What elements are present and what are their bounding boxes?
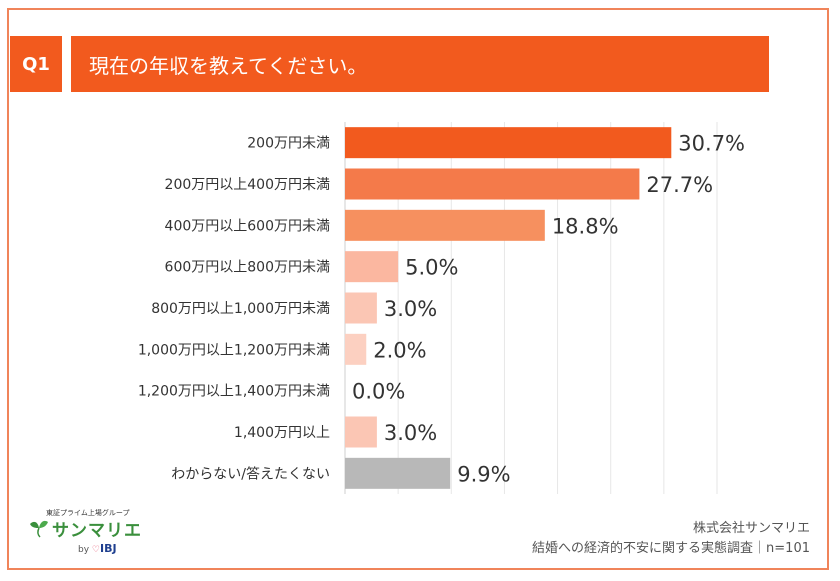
question-badge: Q1 [10, 36, 62, 92]
value-label: 18.8% [552, 214, 619, 238]
category-label: わからない/答えたくない [171, 465, 330, 482]
value-label: 5.0% [405, 256, 458, 280]
bar [345, 209, 545, 241]
credit-company: 株式会社サンマリエ [692, 521, 810, 536]
category-label: 400万円以上600万円未満 [165, 218, 330, 234]
category-label: 1,000万円以上1,200万円未満 [138, 342, 330, 358]
bar [345, 127, 672, 159]
chart-bars [345, 127, 672, 489]
value-label: 2.0% [373, 338, 426, 362]
leaf-icon [30, 520, 48, 538]
value-label: 27.7% [646, 173, 713, 197]
value-label: 3.0% [384, 297, 437, 321]
category-labels: 200万円未満 200万円以上400万円未満 400万円以上600万円未満 600万円… [138, 136, 330, 483]
logo-by: by ♡IBJ [78, 542, 117, 555]
category-label: 600万円以上800万円未満 [165, 260, 330, 276]
logo-name: サンマリエ [52, 521, 142, 541]
value-label: 30.7% [678, 132, 745, 156]
credit-block: 株式会社サンマリエ 結婚への経済的不安に関する実態調査｜n=101 [532, 519, 810, 559]
category-label: 800万円以上1,000万円未満 [151, 301, 330, 317]
logo-by-text: by [78, 545, 90, 555]
bar [345, 251, 399, 283]
credit-survey: 結婚への経済的不安に関する実態調査｜n=101 [532, 541, 810, 556]
category-label: 1,200万円以上1,400万円未満 [138, 384, 330, 400]
bar [345, 457, 451, 489]
question-title: 現在の年収を教えてください。 [71, 36, 769, 92]
value-label: 9.9% [457, 462, 510, 486]
logo-parent: IBJ [100, 542, 117, 555]
value-labels: 30.7% 27.7% 18.8% 5.0% 3.0% 2.0% 0.0% 3.0% 9.9% [352, 132, 745, 487]
category-label: 200万円未満 [247, 136, 330, 152]
logo-tagline: 東証プライム上場グループ [46, 509, 130, 517]
bar [345, 292, 377, 324]
heart-icon: ♡ [91, 545, 100, 555]
sunmarie-logo: 東証プライム上場グループ サンマリエ by ♡IBJ [28, 508, 148, 560]
category-label: 200万円以上400万円未満 [165, 177, 330, 193]
category-label: 1,400万円以上 [234, 425, 330, 441]
bar [345, 333, 367, 365]
value-label: 3.0% [384, 421, 437, 445]
value-label: 0.0% [352, 380, 405, 404]
bar [345, 168, 640, 200]
bar [345, 416, 377, 448]
